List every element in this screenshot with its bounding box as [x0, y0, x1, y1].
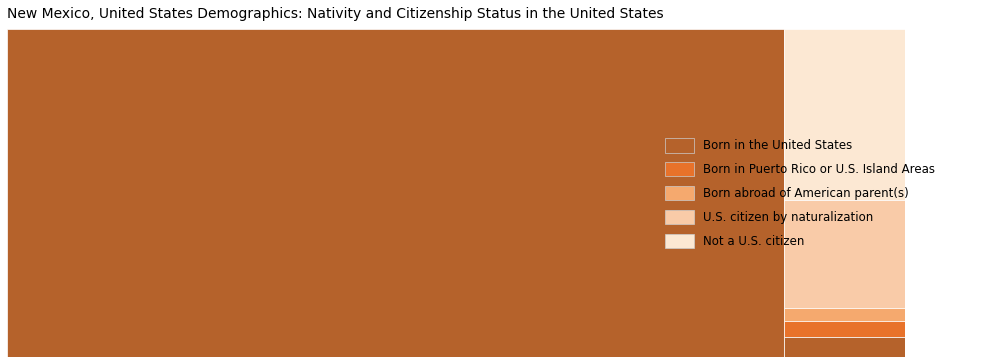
Text: New Mexico, United States Demographics: Nativity and Citizenship Status in the U: New Mexico, United States Demographics: … [7, 7, 664, 21]
Bar [784, 308, 905, 321]
Bar [784, 321, 905, 337]
Bar [784, 337, 905, 357]
Bar [784, 199, 905, 308]
Bar [7, 29, 784, 357]
Legend: Born in the United States, Born in Puerto Rico or U.S. Island Areas, Born abroad: Born in the United States, Born in Puert… [660, 134, 941, 253]
Bar [784, 29, 905, 199]
